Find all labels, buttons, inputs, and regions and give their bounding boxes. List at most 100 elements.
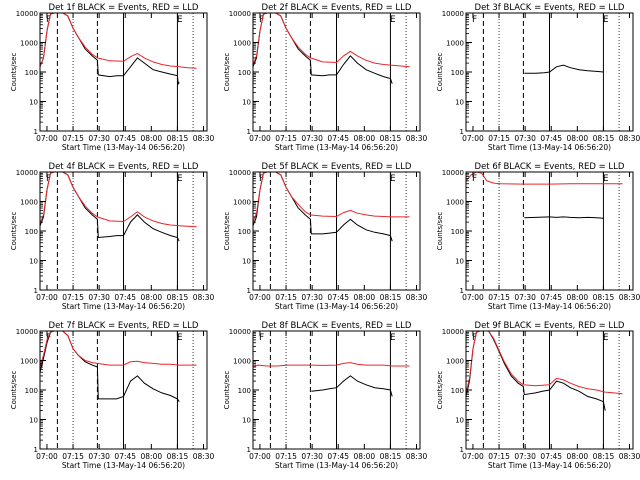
x-tick-label: 08:00 xyxy=(141,452,163,461)
x-tick-label: 07:00 xyxy=(249,134,271,143)
panel-title: Det 1f BLACK = Events, RED = LLD xyxy=(49,3,199,13)
x-tick-label: 08:30 xyxy=(619,134,640,143)
corner-label: E xyxy=(603,174,609,184)
y-tick-label: 10000 xyxy=(16,10,38,18)
x-tick-label: 08:15 xyxy=(593,293,615,302)
y-tick-label: 100 xyxy=(25,69,38,77)
x-axis-label: Start Time (13-May-14 06:56:20) xyxy=(488,461,611,470)
y-axis-label: Counts/sec xyxy=(436,53,444,92)
series-line xyxy=(39,12,197,69)
panel-title: Det 5f BLACK = Events, RED = LLD xyxy=(262,162,412,172)
y-tick-label: 1000 xyxy=(20,40,38,48)
x-axis-label: Start Time (13-May-14 06:56:20) xyxy=(275,302,398,311)
series-line xyxy=(252,171,393,242)
x-tick-label: 08:30 xyxy=(193,293,215,302)
y-tick-label: 100 xyxy=(25,228,38,236)
x-tick-label: 07:30 xyxy=(514,293,536,302)
series-line xyxy=(465,330,623,395)
x-tick-label: 07:30 xyxy=(514,134,536,143)
series-line xyxy=(39,330,180,402)
y-tick-label: 1 xyxy=(460,446,464,454)
x-tick-label: 08:15 xyxy=(380,293,402,302)
x-tick-label: 07:15 xyxy=(62,293,84,302)
panel-2: Det 2f BLACK = Events, RED = LLD F E 1 10 100… xyxy=(223,3,428,152)
panel-3: Det 3f BLACK = Events, RED = LLD F E 1 10 100… xyxy=(436,3,640,152)
corner-label: F xyxy=(259,333,264,343)
x-tick-label: 08:00 xyxy=(141,134,163,143)
y-tick-label: 10 xyxy=(242,99,251,107)
panel-title: Det 7f BLACK = Events, RED = LLD xyxy=(49,321,199,331)
x-tick-label: 07:15 xyxy=(275,293,297,302)
x-tick-label: 07:45 xyxy=(327,134,349,143)
panel-title: Det 3f BLACK = Events, RED = LLD xyxy=(475,3,625,13)
y-axis-label: Counts/sec xyxy=(223,371,231,410)
y-axis-label: Counts/sec xyxy=(223,53,231,92)
x-tick-label: 07:30 xyxy=(301,293,323,302)
x-axis-label: Start Time (13-May-14 06:56:20) xyxy=(62,143,185,152)
y-tick-label: 1000 xyxy=(233,199,251,207)
y-tick-label: 1 xyxy=(460,128,464,136)
x-tick-label: 08:15 xyxy=(380,134,402,143)
corner-label: F xyxy=(472,174,477,184)
panel-9: Det 9f BLACK = Events, RED = LLD F E 1 10 100… xyxy=(436,321,640,470)
x-tick-label: 07:30 xyxy=(301,134,323,143)
x-tick-label: 07:30 xyxy=(88,293,110,302)
x-tick-label: 08:15 xyxy=(167,134,189,143)
y-tick-label: 1 xyxy=(34,287,38,295)
panel-title: Det 2f BLACK = Events, RED = LLD xyxy=(262,3,412,13)
y-tick-label: 10000 xyxy=(16,328,38,336)
x-tick-label: 07:00 xyxy=(249,452,271,461)
x-tick-label: 08:30 xyxy=(193,452,215,461)
series-line xyxy=(252,171,410,223)
y-tick-label: 1 xyxy=(247,446,251,454)
series-line xyxy=(524,64,604,74)
series-line xyxy=(39,171,180,242)
y-tick-label: 10000 xyxy=(16,169,38,177)
x-tick-label: 07:45 xyxy=(540,134,562,143)
x-axis-label: Start Time (13-May-14 06:56:20) xyxy=(62,302,185,311)
y-tick-label: 10000 xyxy=(442,10,464,18)
y-tick-label: 10 xyxy=(455,417,464,425)
x-tick-label: 07:15 xyxy=(275,452,297,461)
x-tick-label: 07:00 xyxy=(462,293,484,302)
y-tick-label: 100 xyxy=(451,387,464,395)
corner-label: F xyxy=(46,174,51,184)
x-tick-label: 07:45 xyxy=(327,293,349,302)
corner-label: F xyxy=(472,15,477,25)
series-line xyxy=(465,171,623,185)
panel-4: Det 4f BLACK = Events, RED = LLD F E 1 10 100… xyxy=(10,162,215,311)
panel-6: Det 6f BLACK = Events, RED = LLD F E 1 10 100… xyxy=(436,162,640,311)
panel-5: Det 5f BLACK = Events, RED = LLD F E 1 10 100… xyxy=(223,162,428,311)
x-tick-label: 08:30 xyxy=(619,452,640,461)
y-axis-label: Counts/sec xyxy=(10,212,18,251)
corner-label: E xyxy=(603,333,609,343)
y-tick-label: 10 xyxy=(455,99,464,107)
series-line xyxy=(252,12,410,68)
y-axis-label: Counts/sec xyxy=(436,212,444,251)
x-tick-label: 08:30 xyxy=(619,293,640,302)
series-line xyxy=(39,12,180,86)
y-tick-label: 1000 xyxy=(446,358,464,366)
x-tick-label: 07:45 xyxy=(540,293,562,302)
x-tick-label: 08:00 xyxy=(567,293,589,302)
x-axis-label: Start Time (13-May-14 06:56:20) xyxy=(275,461,398,470)
x-tick-label: 08:15 xyxy=(593,134,615,143)
x-tick-label: 07:30 xyxy=(301,452,323,461)
corner-label: F xyxy=(259,15,264,25)
panel-title: Det 6f BLACK = Events, RED = LLD xyxy=(475,162,625,172)
series-line xyxy=(252,12,393,84)
x-tick-label: 08:00 xyxy=(354,452,376,461)
x-tick-label: 07:45 xyxy=(114,293,136,302)
y-tick-label: 1 xyxy=(247,128,251,136)
x-tick-label: 08:15 xyxy=(167,452,189,461)
panel-1: Det 1f BLACK = Events, RED = LLD F E 1 10 100… xyxy=(10,3,215,152)
y-tick-label: 1000 xyxy=(20,358,38,366)
y-tick-label: 1 xyxy=(247,287,251,295)
series-line xyxy=(465,330,606,411)
y-tick-label: 100 xyxy=(238,228,251,236)
y-tick-label: 100 xyxy=(238,387,251,395)
y-axis-label: Counts/sec xyxy=(10,371,18,410)
y-tick-label: 10000 xyxy=(442,169,464,177)
